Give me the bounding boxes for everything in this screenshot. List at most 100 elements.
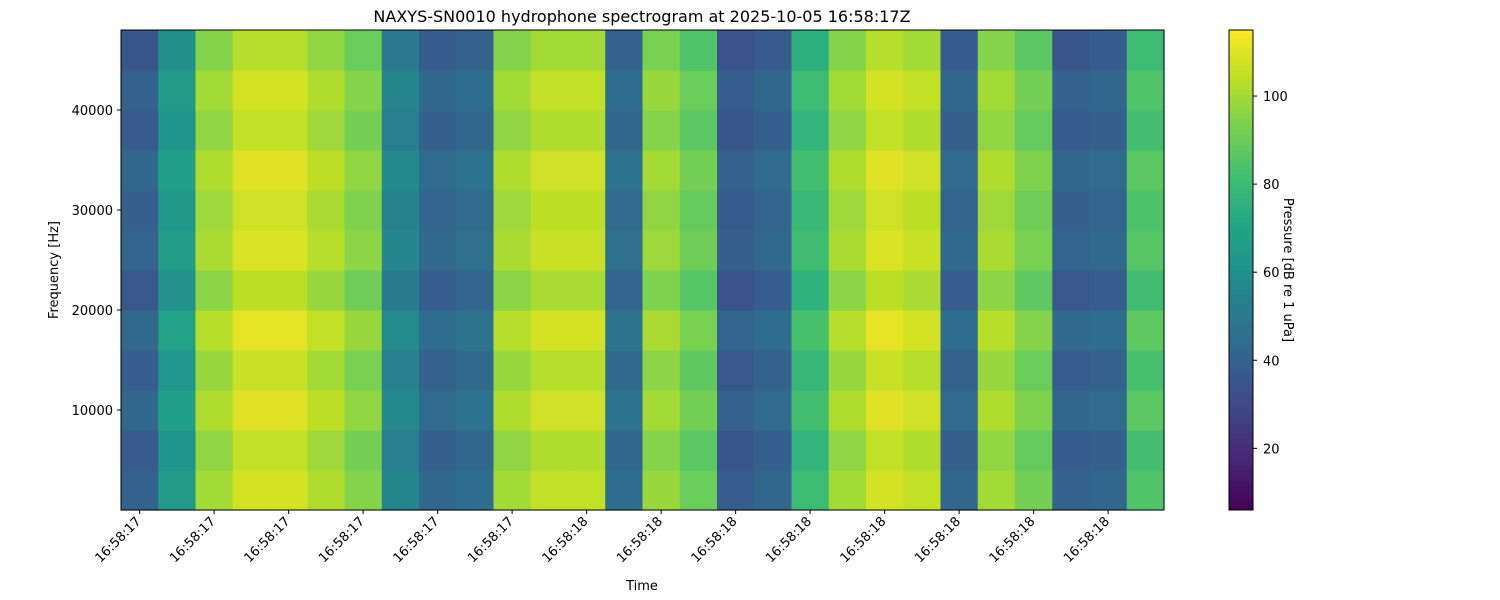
- x-tick-label: 16:58:17: [242, 514, 294, 566]
- heatmap-cell: [903, 110, 942, 151]
- heatmap-cell: [195, 70, 234, 111]
- heatmap-cell: [791, 470, 830, 511]
- heatmap-cell: [158, 110, 197, 151]
- colorbar-swatch: [1229, 454, 1253, 459]
- heatmap-cell: [940, 190, 979, 231]
- heatmap-cell: [1052, 270, 1091, 311]
- colorbar-swatch: [1229, 170, 1253, 175]
- heatmap-cell: [270, 110, 308, 151]
- heatmap-cell: [456, 110, 495, 151]
- heatmap-cell: [605, 310, 644, 351]
- heatmap-cell: [903, 190, 942, 231]
- heatmap-cell: [307, 470, 346, 511]
- colorbar-swatch: [1229, 422, 1253, 427]
- heatmap-cell: [158, 470, 197, 511]
- heatmap-cell: [1126, 110, 1165, 151]
- heatmap-cell: [1015, 470, 1053, 511]
- heatmap-cell: [1052, 230, 1091, 271]
- heatmap-cell: [940, 30, 979, 71]
- heatmap-cell: [1126, 350, 1165, 391]
- heatmap-cell: [456, 230, 495, 271]
- heatmap-cell: [791, 390, 830, 431]
- heatmap-cell: [977, 190, 1016, 231]
- colorbar-swatch: [1229, 374, 1253, 379]
- heatmap-cell: [493, 150, 532, 191]
- colorbar-swatch: [1229, 306, 1253, 311]
- heatmap-cell: [754, 30, 793, 71]
- colorbar-swatch: [1229, 38, 1253, 43]
- heatmap-cell: [344, 190, 383, 231]
- heatmap-cell: [642, 430, 681, 471]
- heatmap-cell: [866, 30, 904, 71]
- heatmap-cell: [419, 70, 457, 111]
- colorbar-swatch: [1229, 194, 1253, 199]
- heatmap-cell: [866, 230, 904, 271]
- heatmap-cell: [158, 430, 197, 471]
- heatmap-cell: [344, 270, 383, 311]
- heatmap-cell: [568, 350, 606, 391]
- heatmap-cell: [121, 390, 159, 431]
- heatmap-cell: [940, 110, 979, 151]
- heatmap-cell: [568, 110, 606, 151]
- colorbar-swatch: [1229, 294, 1253, 299]
- colorbar-swatch: [1229, 450, 1253, 455]
- heatmap-cell: [530, 390, 569, 431]
- heatmap-cell: [754, 150, 793, 191]
- heatmap-cell: [605, 30, 644, 71]
- colorbar-swatch: [1229, 146, 1253, 151]
- heatmap-cell: [568, 70, 606, 111]
- heatmap-cell: [232, 470, 271, 511]
- heatmap-cell: [493, 350, 532, 391]
- heatmap-cell: [344, 30, 383, 71]
- colorbar-swatch: [1229, 470, 1253, 475]
- colorbar-swatch: [1229, 322, 1253, 327]
- colorbar-swatch: [1229, 278, 1253, 283]
- heatmap-cell: [1015, 30, 1053, 71]
- x-tick-label: 16:58:17: [316, 514, 368, 566]
- heatmap-cell: [754, 270, 793, 311]
- heatmap-cell: [754, 70, 793, 111]
- heatmap-cell: [158, 70, 197, 111]
- heatmap-cell: [158, 310, 197, 351]
- heatmap-cell: [754, 310, 793, 351]
- heatmap-cell: [530, 430, 569, 471]
- colorbar-swatch: [1229, 202, 1253, 207]
- heatmap-cell: [121, 110, 159, 151]
- heatmap-cell: [568, 190, 606, 231]
- colorbar-tick-label: 100: [1263, 90, 1288, 105]
- heatmap-cell: [642, 350, 681, 391]
- colorbar-swatch: [1229, 114, 1253, 119]
- heatmap-cell: [270, 30, 308, 71]
- heatmap-cell: [158, 350, 197, 391]
- plot-frame: [120, 29, 1165, 511]
- colorbar-swatch: [1229, 314, 1253, 319]
- heatmap-cell: [270, 230, 308, 271]
- heatmap-cell: [717, 150, 755, 191]
- colorbar-swatch: [1229, 178, 1253, 183]
- heatmap-cell: [568, 270, 606, 311]
- heatmap-cell: [977, 350, 1016, 391]
- heatmap-cell: [1015, 190, 1053, 231]
- heatmap-cell: [195, 350, 234, 391]
- heatmap-cell: [456, 270, 495, 311]
- colorbar-swatch: [1229, 350, 1253, 355]
- heatmap-cell: [717, 390, 755, 431]
- colorbar-swatch: [1229, 414, 1253, 419]
- colorbar-swatch: [1229, 390, 1253, 395]
- x-axis-label: Time: [625, 579, 658, 594]
- colorbar-swatch: [1229, 74, 1253, 79]
- heatmap-cell: [307, 350, 346, 391]
- heatmap-cell: [903, 150, 942, 191]
- heatmap-cell: [791, 70, 830, 111]
- heatmap-cell: [940, 430, 979, 471]
- heatmap-cell: [679, 30, 718, 71]
- colorbar-swatch: [1229, 90, 1253, 95]
- heatmap-cell: [530, 470, 569, 511]
- heatmap-cell: [940, 150, 979, 191]
- heatmap-cell: [419, 470, 457, 511]
- heatmap-cell: [493, 110, 532, 151]
- heatmap-cell: [791, 430, 830, 471]
- heatmap-cell: [828, 430, 867, 471]
- heatmap-cell: [1126, 70, 1165, 111]
- heatmap-cell: [493, 430, 532, 471]
